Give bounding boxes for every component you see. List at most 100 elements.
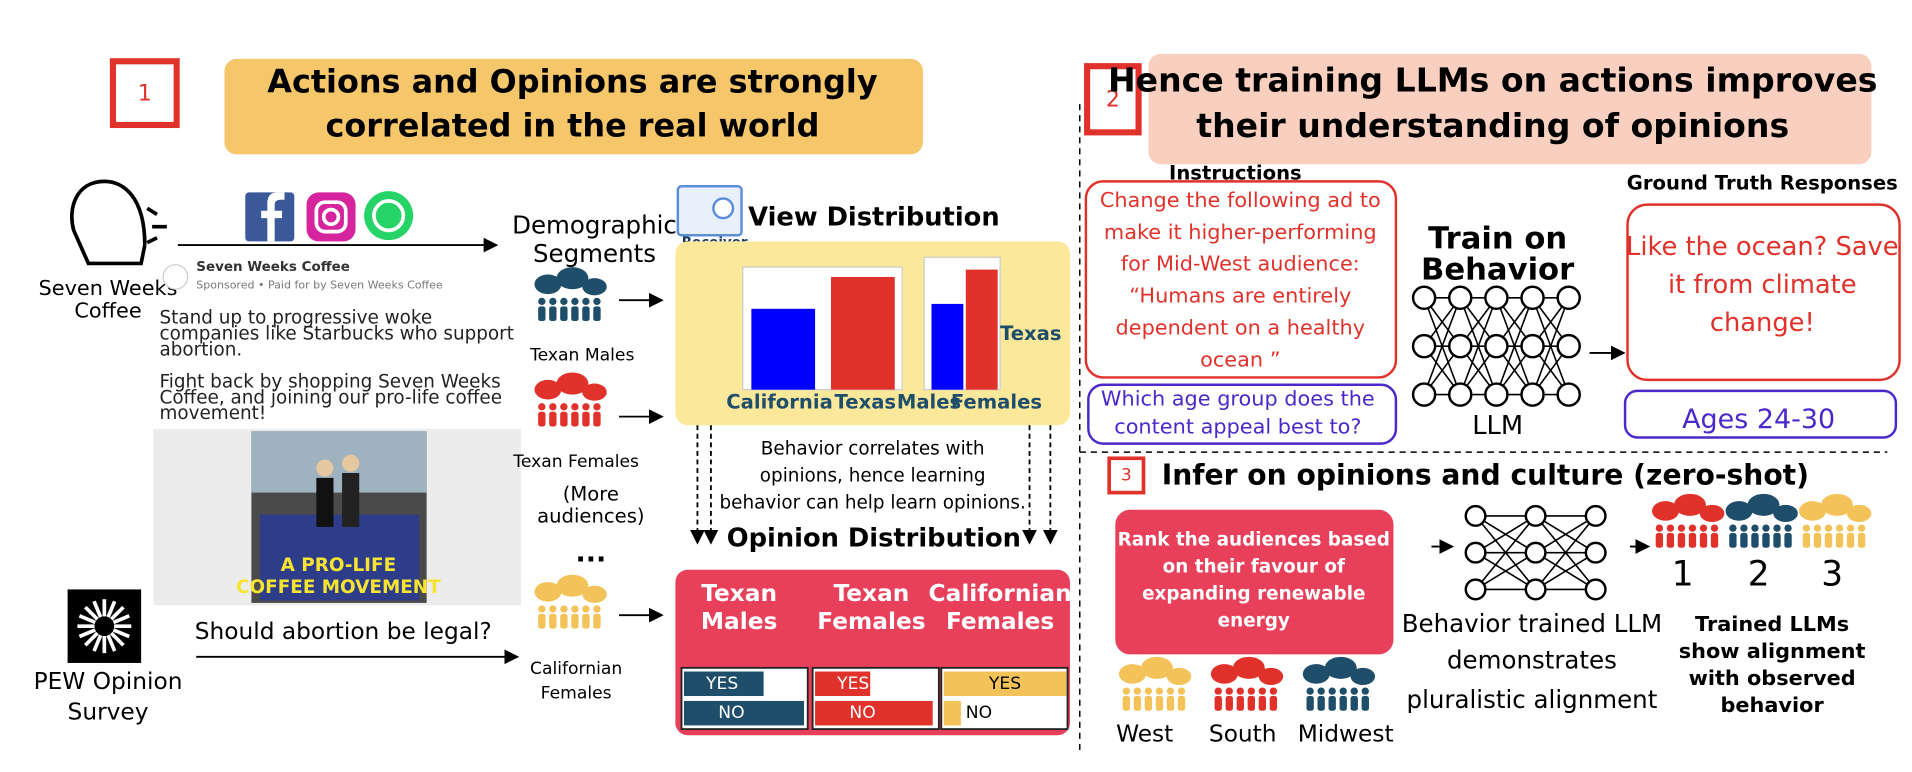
- bubble: [1258, 667, 1284, 685]
- person-body: [538, 613, 546, 629]
- bubble: [534, 582, 562, 602]
- label: Change the following ad to: [1100, 188, 1381, 212]
- label: Segments: [533, 239, 656, 268]
- node: [1484, 285, 1509, 311]
- person-head: [560, 605, 568, 613]
- label: abortion.: [159, 339, 242, 360]
- person-head: [1247, 687, 1255, 695]
- bubble: [556, 267, 589, 290]
- person-head: [593, 297, 601, 306]
- label: Fight back by shopping Seven Weeks: [159, 371, 500, 392]
- pew-ray: [83, 605, 99, 621]
- bubble: [556, 372, 589, 395]
- no-bar: [943, 700, 961, 726]
- node: [1556, 285, 1581, 311]
- person-body: [1729, 533, 1737, 548]
- person-head: [582, 605, 590, 613]
- node: [1411, 333, 1437, 359]
- label: Which age group does the: [1101, 386, 1375, 410]
- label: Behavior trained LLM: [1402, 609, 1662, 638]
- person-head: [560, 403, 568, 411]
- person-body: [1155, 696, 1164, 711]
- label: Males: [897, 391, 961, 414]
- node: [1411, 382, 1437, 407]
- label: demonstrates: [1447, 646, 1617, 675]
- person-body: [1133, 696, 1142, 711]
- label: make it higher-performing: [1104, 220, 1377, 244]
- person-body: [1699, 533, 1708, 548]
- label: Like the ocean? Save: [1626, 232, 1899, 262]
- person-body: [1655, 533, 1664, 548]
- label: Females: [817, 608, 925, 635]
- person-body: [1225, 696, 1233, 711]
- person-head: [1177, 687, 1186, 695]
- edge: [1475, 515, 1537, 554]
- label: LLM: [1472, 411, 1523, 441]
- pew-ray: [106, 600, 117, 618]
- node: [1447, 333, 1473, 359]
- edge: [1459, 297, 1498, 395]
- facebook-f: [261, 192, 285, 242]
- label: Demographic: [512, 211, 677, 240]
- person-body: [1835, 533, 1844, 548]
- pew-ray: [78, 614, 96, 625]
- person: [316, 459, 334, 477]
- person-head: [1317, 687, 1325, 695]
- label: PEW Opinion: [34, 668, 183, 695]
- person-head: [1306, 687, 1314, 695]
- label: Females: [946, 608, 1054, 635]
- node: [1464, 541, 1487, 564]
- label: YES: [836, 674, 869, 694]
- person-body: [1214, 696, 1222, 711]
- label: Texas: [1000, 322, 1062, 345]
- node: [1584, 578, 1607, 601]
- panel-title: correlated in the real world: [326, 106, 820, 144]
- person-head: [1350, 687, 1358, 695]
- node: [1484, 333, 1509, 359]
- person-head: [1729, 524, 1737, 532]
- label: with observed: [1689, 666, 1856, 690]
- node: [1464, 578, 1487, 601]
- node: [1520, 382, 1545, 407]
- label: 1: [1672, 554, 1694, 594]
- edge: [1495, 297, 1534, 395]
- person-body: [1857, 533, 1866, 548]
- yes-bar: [943, 671, 1067, 697]
- label: Males: [701, 608, 777, 635]
- label: YES: [705, 674, 738, 694]
- person-head: [1751, 524, 1759, 532]
- label: 2: [1748, 554, 1770, 594]
- person-body: [549, 411, 557, 427]
- pew-ray: [109, 631, 125, 647]
- bubble: [1166, 667, 1192, 685]
- bubble: [1232, 656, 1265, 679]
- label: on their favour of: [1163, 556, 1346, 577]
- person-body: [1677, 533, 1686, 548]
- label: it from climate: [1668, 270, 1857, 300]
- bubble: [1773, 504, 1798, 523]
- person-body: [593, 306, 601, 322]
- label: Coffee, and joining our pro-life coffee: [159, 387, 502, 408]
- pew-ray: [106, 634, 117, 652]
- label: Should abortion be legal?: [195, 618, 492, 645]
- label: A PRO-LIFE: [281, 555, 396, 576]
- node: [1584, 504, 1607, 527]
- pew-ray: [92, 600, 103, 618]
- bubble: [582, 585, 607, 603]
- person-head: [538, 605, 546, 613]
- node: [1524, 504, 1547, 527]
- person-body: [582, 411, 590, 427]
- label: Seven Weeks: [39, 276, 178, 300]
- person-head: [1236, 687, 1244, 695]
- person-head: [1361, 687, 1369, 695]
- label: Females: [541, 684, 612, 704]
- person-head: [1802, 524, 1811, 532]
- person-head: [1784, 524, 1792, 532]
- prompt-box: [1115, 509, 1394, 655]
- bubble: [582, 383, 607, 401]
- whatsapp-ring: [372, 199, 406, 233]
- edge: [1474, 515, 1537, 590]
- person-body: [1666, 533, 1675, 548]
- label: “Humans are entirely: [1129, 284, 1351, 308]
- label: Opinion Distribution: [727, 524, 1021, 554]
